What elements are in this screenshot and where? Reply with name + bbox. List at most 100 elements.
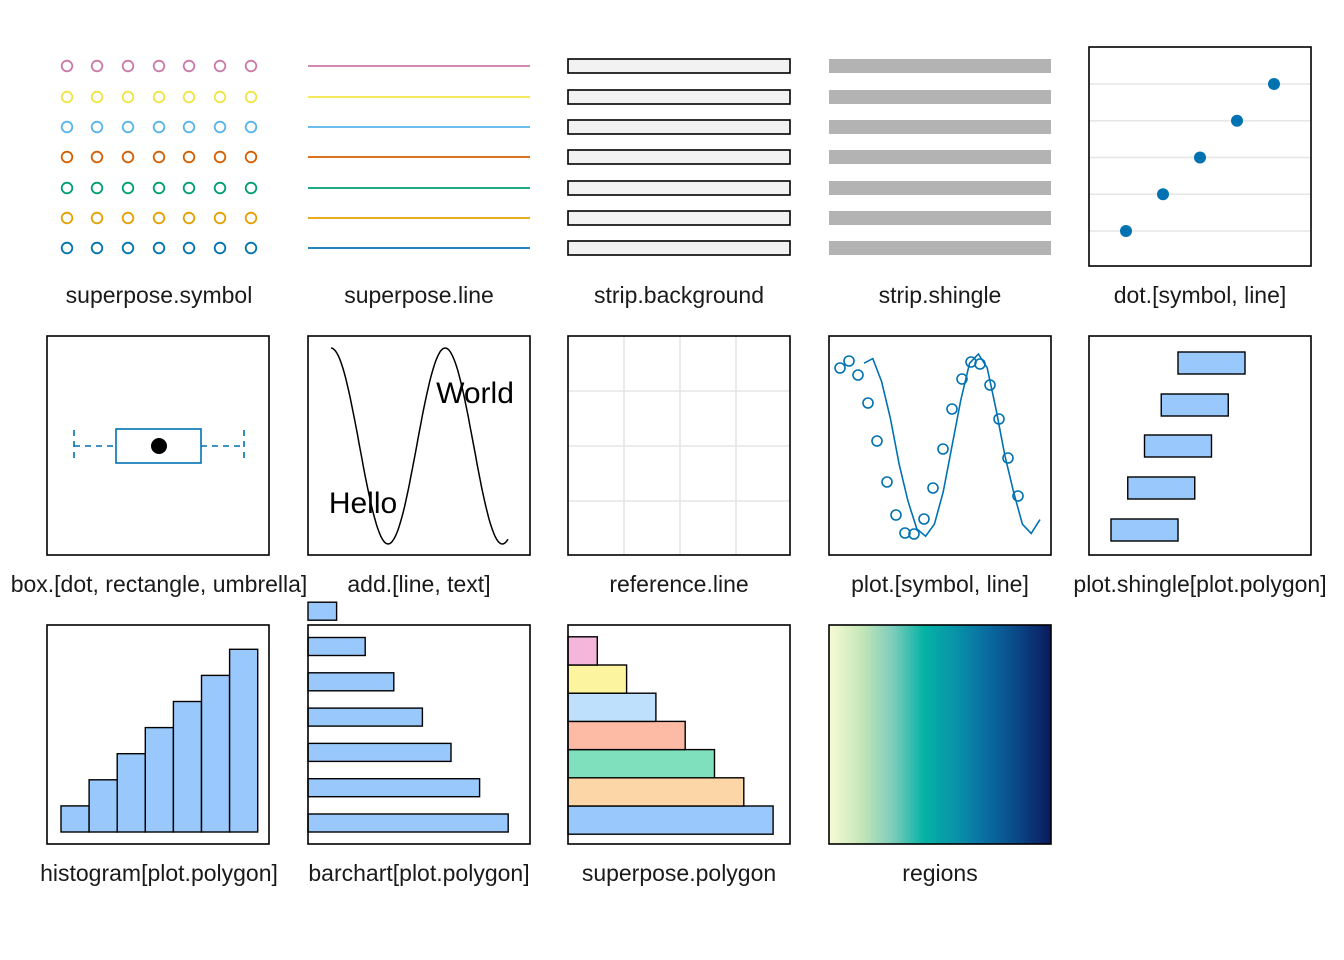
histogram-panel-frame [46, 624, 270, 845]
superpose-symbol-point [90, 59, 104, 73]
superpose-symbol-point [90, 181, 104, 195]
superpose-symbol-point [182, 241, 196, 255]
superpose-polygon-bar [567, 777, 745, 807]
barchart-bar [307, 707, 424, 727]
superpose-symbol-point [182, 150, 196, 164]
plot-symbol [956, 373, 968, 385]
strip-background-rect [567, 180, 791, 196]
barchart-bar [307, 778, 481, 798]
superpose-symbol-point [152, 181, 166, 195]
panel-label: plot.shingle[plot.polygon] [1073, 571, 1326, 597]
panel-label: barchart[plot.polygon] [308, 860, 529, 886]
superpose-symbol-point [152, 241, 166, 255]
superpose-symbol-point [213, 90, 227, 104]
strip-shingle-rect [829, 59, 1051, 73]
superpose-symbol-point [60, 150, 74, 164]
panel-label: box.[dot, rectangle, umbrella] [11, 571, 308, 597]
superpose-symbol-point [244, 120, 258, 134]
strip-shingle-rect [829, 211, 1051, 225]
plot-symbol [843, 355, 855, 367]
superpose-symbol-point [60, 120, 74, 134]
histogram-bar [144, 726, 175, 833]
strip-shingle-rect [829, 150, 1051, 164]
superpose-symbol-point [244, 59, 258, 73]
add-panel-frame [307, 335, 531, 556]
regions-gradient [829, 625, 1051, 844]
superpose-symbol-point [121, 59, 135, 73]
add-text-hello: Hello [329, 487, 397, 520]
superpose-symbol-point [182, 181, 196, 195]
plot-symbol [946, 403, 958, 415]
panel-label: add.[line, text] [347, 571, 490, 597]
shingle-bar [1177, 351, 1246, 375]
superpose-symbol-point [90, 120, 104, 134]
strip-background-rect [567, 240, 791, 256]
superpose-symbol-point [60, 241, 74, 255]
superpose-polygon-bar [567, 664, 628, 694]
superpose-symbol-point [213, 59, 227, 73]
panel-label: dot.[symbol, line] [1114, 282, 1287, 308]
panel-label: strip.shingle [879, 282, 1002, 308]
plot-symbol [1002, 452, 1014, 464]
superpose-symbol-point [121, 120, 135, 134]
superpose-symbol-point [152, 90, 166, 104]
superpose-symbol-point [90, 241, 104, 255]
plot-symbol [993, 413, 1005, 425]
strip-shingle-rect [829, 120, 1051, 134]
plot-symbol [834, 362, 846, 374]
histogram-bar [116, 753, 146, 833]
strip-shingle-rect [829, 241, 1051, 255]
superpose-symbol-point [244, 211, 258, 225]
histogram-bar [88, 779, 118, 833]
shingle-bar [1143, 434, 1213, 458]
strip-background-rect [567, 119, 791, 135]
strip-background-rect [567, 89, 791, 105]
dot-symbol [1231, 114, 1243, 127]
shingle-bar [1110, 518, 1179, 542]
dot-symbol [1194, 151, 1206, 164]
superpose-polygon-bar [567, 805, 774, 835]
shingle-bar [1160, 393, 1229, 417]
plot-line [863, 352, 1041, 538]
superpose-symbol-point [90, 211, 104, 225]
superpose-symbol-point [121, 150, 135, 164]
barchart-panel-frame [307, 624, 531, 845]
panel-label: superpose.line [344, 282, 494, 308]
add-text-world: World [436, 377, 514, 410]
regions-panel-frame [828, 624, 1052, 845]
plot-symbol [937, 443, 949, 455]
superpose-symbol-point [121, 90, 135, 104]
plot-symbol [984, 379, 996, 391]
superpose-symbol-point [152, 211, 166, 225]
superpose-symbol-point [121, 211, 135, 225]
reference-panel-frame [567, 335, 791, 556]
superpose-polygon-bar [567, 748, 716, 779]
superpose-symbol-point [121, 181, 135, 195]
strip-shingle-rect [829, 181, 1051, 195]
barchart-bar [307, 742, 452, 763]
plot-symbol [862, 397, 874, 409]
superpose-symbol-point [213, 181, 227, 195]
box-rectangle [115, 428, 202, 464]
shingle-panel-frame [1088, 335, 1312, 556]
plot-symbol [974, 358, 986, 370]
superpose-symbol-point [90, 150, 104, 164]
panel-label: histogram[plot.polygon] [40, 860, 278, 886]
panel-label: superpose.polygon [582, 860, 776, 886]
superpose-symbol-point [213, 211, 227, 225]
superpose-symbol-point [60, 211, 74, 225]
strip-background-rect [567, 149, 791, 165]
barchart-bar [307, 636, 366, 657]
panel-label: reference.line [609, 571, 748, 597]
superpose-symbol-point [152, 120, 166, 134]
superpose-polygon-bar [567, 636, 598, 666]
barchart-bar [307, 813, 509, 833]
plot-symbol [927, 482, 939, 494]
plot-symbol [871, 435, 883, 447]
plot-symbol [852, 369, 864, 381]
superpose-polygon-bar [567, 720, 686, 751]
superpose-polygon-bar [567, 692, 657, 723]
plot-symbol [1012, 490, 1024, 502]
superpose-symbol-point [244, 181, 258, 195]
